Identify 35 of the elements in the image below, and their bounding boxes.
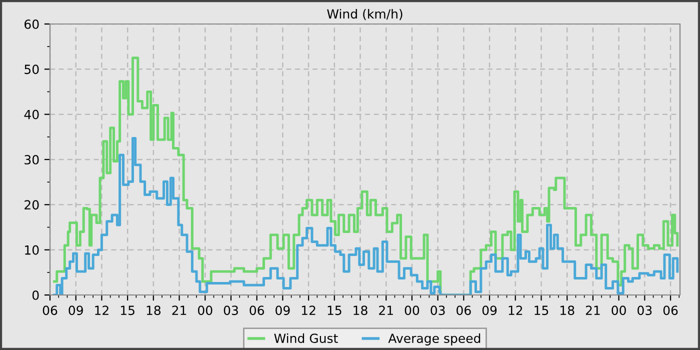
y-tick-label: 60 bbox=[24, 19, 39, 29]
y-tick-label: 0 bbox=[32, 290, 39, 300]
y-tick-label: 30 bbox=[24, 154, 39, 164]
x-tick-label: 21 bbox=[172, 306, 186, 315]
x-tick-label: 03 bbox=[638, 306, 652, 316]
x-tick-label: 03 bbox=[224, 306, 238, 316]
x-tick-label: 06 bbox=[663, 306, 678, 316]
x-tick-label: 18 bbox=[146, 306, 161, 316]
legend-label: Average speed bbox=[388, 333, 480, 346]
x-tick-label: 00 bbox=[404, 306, 420, 316]
x-tick-label: 21 bbox=[586, 306, 600, 315]
x-tick-label: 00 bbox=[198, 306, 212, 316]
x-tick-label: 18 bbox=[354, 306, 368, 316]
x-tick-label: 12 bbox=[302, 306, 316, 315]
x-tick-label: 09 bbox=[68, 306, 83, 316]
chart-title: Wind (km/h) bbox=[327, 8, 402, 20]
legend-label: Wind Gust bbox=[274, 333, 338, 344]
y-tick-label: 40 bbox=[24, 110, 39, 120]
x-tick-label: 18 bbox=[560, 306, 574, 316]
x-tick-label: 06 bbox=[42, 306, 58, 316]
x-tick-label: 06 bbox=[456, 306, 471, 316]
x-tick-label: 15 bbox=[534, 306, 548, 316]
x-tick-label: 12 bbox=[95, 306, 108, 315]
x-tick-label: 06 bbox=[250, 306, 264, 316]
x-tick-label: 15 bbox=[328, 306, 342, 316]
y-tick-label: 50 bbox=[24, 64, 39, 74]
y-tick-label: 20 bbox=[24, 200, 39, 210]
x-tick-label: 00 bbox=[612, 306, 626, 316]
x-tick-label: 12 bbox=[508, 306, 522, 315]
x-tick-label: 09 bbox=[482, 306, 497, 316]
x-tick-label: 21 bbox=[379, 306, 393, 315]
y-tick-label: 10 bbox=[25, 245, 39, 255]
x-tick-label: 15 bbox=[120, 306, 134, 316]
x-tick-label: 09 bbox=[276, 306, 290, 316]
x-tick-label: 03 bbox=[430, 306, 445, 316]
